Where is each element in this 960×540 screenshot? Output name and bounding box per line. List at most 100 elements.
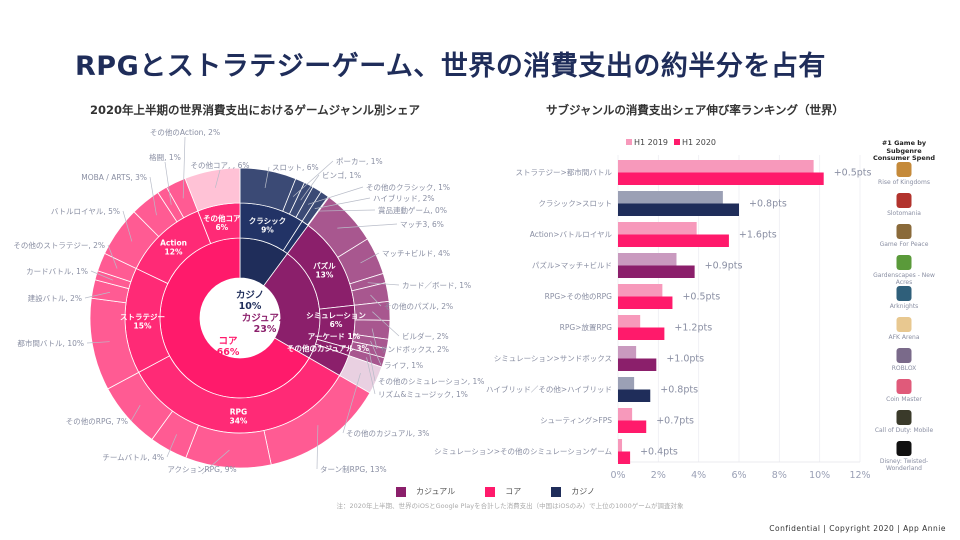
legend-core: コア xyxy=(485,486,521,497)
delta-label: +0.5pts xyxy=(682,292,720,303)
game-icon xyxy=(896,348,912,363)
game-icon xyxy=(896,317,912,332)
segment-label: アクションRPG, 9% xyxy=(167,465,236,474)
bar-h1-2020 xyxy=(618,420,647,433)
segment-label: リズム&ミュージック, 1% xyxy=(378,389,468,399)
bar-h1-2020 xyxy=(618,327,665,340)
leader-line xyxy=(86,341,110,344)
category-label: シミュレーション>その他のシミュレーションゲーム xyxy=(434,446,612,456)
game-icon xyxy=(896,224,912,239)
game-name: Arknights xyxy=(889,303,919,310)
category-label: シューティング>FPS xyxy=(540,415,612,425)
category-label: ストラテジー>都市間バトル xyxy=(515,167,612,177)
delta-label: +1.2pts xyxy=(674,323,712,334)
delta-label: +1.0pts xyxy=(666,354,704,365)
game-name: ROBLOX xyxy=(891,365,917,372)
leader-line xyxy=(84,291,111,299)
segment-label: カードバトル, 1% xyxy=(26,267,88,276)
category-label: クラシック>スロット xyxy=(538,199,612,208)
leader-line xyxy=(370,340,382,366)
leader-line xyxy=(316,425,319,470)
bar-h1-2019 xyxy=(618,160,814,173)
leader-line xyxy=(307,186,364,205)
leader-line xyxy=(372,311,400,337)
bar-h1-2019 xyxy=(618,253,677,266)
game-name: Slotomania xyxy=(887,210,921,217)
delta-label: +0.4pts xyxy=(640,447,678,458)
leader-line xyxy=(149,176,157,216)
segment-label: スロット, 6% xyxy=(272,163,319,172)
segment-label: その他のAction, 2% xyxy=(150,127,220,137)
category-label: ハイブリッド／その他>ハイブリッド xyxy=(486,384,612,394)
segment-その他コア, xyxy=(184,167,241,212)
bar-h1-2019 xyxy=(618,191,723,204)
segment-label: バトルロイヤル, 5% xyxy=(51,207,120,216)
bar-h1-2020 xyxy=(618,358,657,371)
delta-label: +1.6pts xyxy=(739,230,777,241)
bar-h1-2019 xyxy=(618,346,637,359)
x-tick-label: 12% xyxy=(849,470,870,481)
x-tick-label: 2% xyxy=(651,470,666,481)
game-name: Game For Peace xyxy=(879,241,929,248)
bar-h1-2020 xyxy=(618,172,824,185)
sunburst-legend: カジュアル コア カジノ xyxy=(396,486,595,497)
leader-line xyxy=(370,294,382,307)
segment-label: 建設バトル, 2% xyxy=(28,293,82,303)
category-label: Action>バトルロイヤル xyxy=(530,230,613,239)
game-name: AFK Arena xyxy=(888,334,920,341)
segment-label: その他のRPG, 7% xyxy=(66,416,128,426)
segment-label: 賞品連動ゲーム, 0% xyxy=(378,205,447,215)
page-title: RPGとストラテジーゲーム、世界の消費支出の約半分を占有 xyxy=(75,51,826,82)
leader-line xyxy=(130,404,141,422)
game-icon xyxy=(896,410,912,425)
leader-line xyxy=(164,161,172,205)
ring-label: パズル 13% xyxy=(313,260,336,279)
bar-h1-2020 xyxy=(618,234,729,247)
segment-label: その他のシミュレーション, 1% xyxy=(378,376,484,386)
game-name: Rise of Kingdoms xyxy=(878,179,930,186)
bar-h1-2020 xyxy=(618,265,695,278)
leader-line xyxy=(264,166,270,188)
leader-line xyxy=(360,252,380,264)
leader-line xyxy=(107,244,118,269)
bar-h1-2020 xyxy=(618,296,673,309)
segment-label: ターン制RPG, 13% xyxy=(320,464,387,474)
legend-label: コア xyxy=(505,487,522,496)
game-icon xyxy=(896,441,912,456)
game-icon xyxy=(896,162,912,177)
legend-swatch xyxy=(396,486,406,497)
ring-label: コア 66% xyxy=(217,336,240,358)
game-name: Call of Duty: Mobile xyxy=(874,427,934,434)
game-name: Gardenscapes - New Acres xyxy=(873,272,935,286)
ring-label: アーケード 1% xyxy=(308,332,361,341)
leader-line xyxy=(342,372,361,434)
leader-line xyxy=(122,210,133,242)
ring-label: カジノ 10% xyxy=(236,290,264,312)
segment-label: サンドボックス, 2% xyxy=(380,345,449,354)
game-icon xyxy=(896,286,912,301)
legend-swatch xyxy=(551,486,562,497)
bar-h1-2019 xyxy=(618,284,663,297)
game-icon xyxy=(896,255,912,270)
ring-label: その他のカジュアル 3% xyxy=(287,343,370,353)
leader-line xyxy=(214,169,221,188)
segment-label: マッチ+ビルド, 4% xyxy=(382,249,450,258)
category-label: パズル>マッチ+ビルド xyxy=(532,260,612,270)
leader-line xyxy=(201,449,230,475)
bar-h1-2020 xyxy=(618,203,739,216)
ring-label: ストラテジー 15% xyxy=(120,312,165,330)
segment-label: カード／ボード, 1% xyxy=(402,281,471,290)
leader-line xyxy=(90,270,114,281)
segment-label: ハイブリッド, 2% xyxy=(373,193,435,203)
leader-line xyxy=(366,357,376,395)
bar-h1-2019 xyxy=(618,377,635,390)
bar-h1-2019 xyxy=(618,222,697,235)
leader-line xyxy=(368,349,376,382)
legend-label: カジュアル xyxy=(416,487,456,496)
segment-label: ポーカー, 1% xyxy=(336,157,383,166)
legend-casual: カジュアル xyxy=(396,486,455,497)
delta-label: +0.8pts xyxy=(660,385,698,396)
legend-label: H1 2019 xyxy=(634,138,668,147)
